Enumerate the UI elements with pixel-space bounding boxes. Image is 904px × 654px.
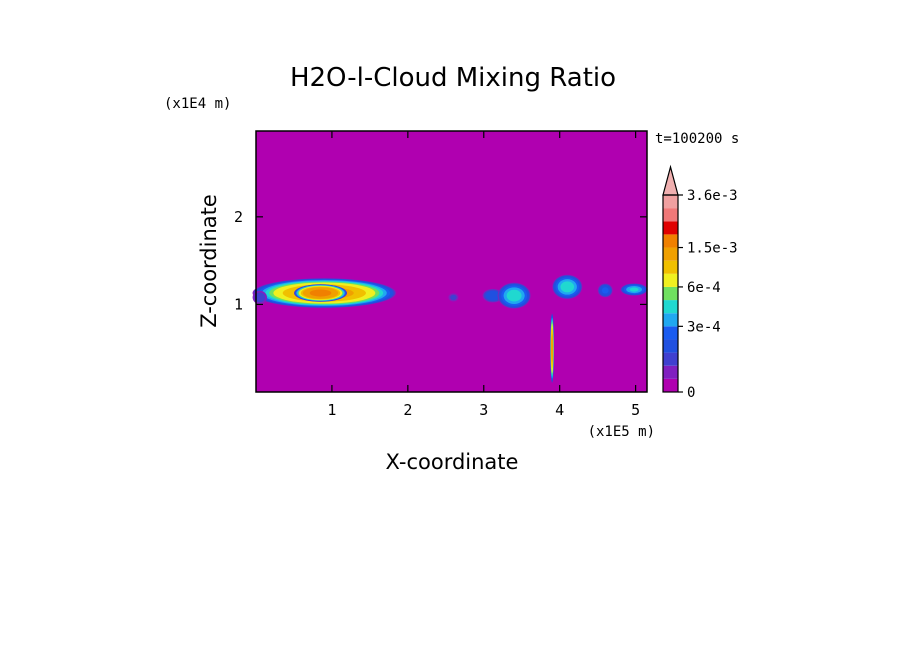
colorbar-label-3: 1.5e-3: [687, 241, 738, 257]
x-tick-label-4: 4: [555, 401, 564, 419]
cloud-feature-6-level-6: [560, 281, 575, 293]
colorbar-label-2: 6e-4: [687, 280, 721, 296]
x-tick-label-2: 2: [403, 401, 412, 419]
x-axis-title: X-coordinate: [386, 450, 519, 474]
colorbar-segment-14: [663, 195, 678, 209]
cloud-feature-4-level-3: [485, 290, 501, 301]
x-tick-label-5: 5: [631, 401, 640, 419]
cloud-feature-3-level-2: [450, 294, 457, 301]
colorbar-segment-11: [663, 234, 678, 248]
x-tick-label-3: 3: [479, 401, 488, 419]
colorbar-extend-arrow: [662, 164, 679, 196]
y-unit-label: (x1E4 m): [164, 96, 231, 112]
colorbar-segment-13: [663, 208, 678, 222]
colorbar-segment-4: [663, 326, 678, 340]
colorbar-label-4: 3.6e-3: [687, 188, 738, 204]
time-label: t=100200 s: [655, 131, 739, 147]
colorbar-segment-2: [663, 352, 678, 366]
colorbar-label-0: 0: [687, 385, 695, 401]
axis-ticks: 1 2 3 4 5 1 2: [234, 131, 647, 419]
colorbar-label-1: 3e-4: [687, 319, 721, 335]
cloud-feature-9-level-10: [551, 333, 553, 363]
colorbar-segment-3: [663, 339, 678, 353]
contour-field: [252, 131, 648, 392]
cloud-feature-8-level-6: [629, 287, 639, 292]
colorbar-segment-8: [663, 273, 678, 287]
y-axis-title: Z-coordinate: [197, 194, 221, 328]
y-tick-label-1: 1: [234, 295, 243, 313]
cloud-feature-7-level-4: [601, 287, 609, 294]
colorbar-segment-5: [663, 313, 678, 327]
colorbar-segment-7: [663, 286, 678, 301]
x-tick-label-1: 1: [327, 401, 336, 419]
colorbar-segment-6: [663, 300, 678, 314]
colorbar-segment-0: [663, 378, 678, 392]
field-background: [256, 131, 647, 392]
cloud-feature-2-level-2: [254, 292, 266, 303]
colorbar-segment-9: [663, 260, 678, 274]
cloud-feature-5-level-6: [506, 289, 522, 302]
colorbar-segment-12: [663, 221, 678, 235]
y-tick-label-2: 2: [234, 208, 243, 226]
cloud-feature-1-level-11: [309, 289, 332, 297]
plot-frame: [255, 130, 648, 393]
colorbar-segment-10: [663, 247, 678, 261]
colorbar-segment-1: [663, 365, 678, 379]
chart-title: H2O-l-Cloud Mixing Ratio: [290, 63, 616, 93]
colorbar: 0 3e-4 6e-4 1.5e-3 3.6e-3: [662, 164, 738, 401]
x-unit-label: (x1E5 m): [588, 424, 655, 440]
colorbar-frame: [662, 194, 679, 393]
